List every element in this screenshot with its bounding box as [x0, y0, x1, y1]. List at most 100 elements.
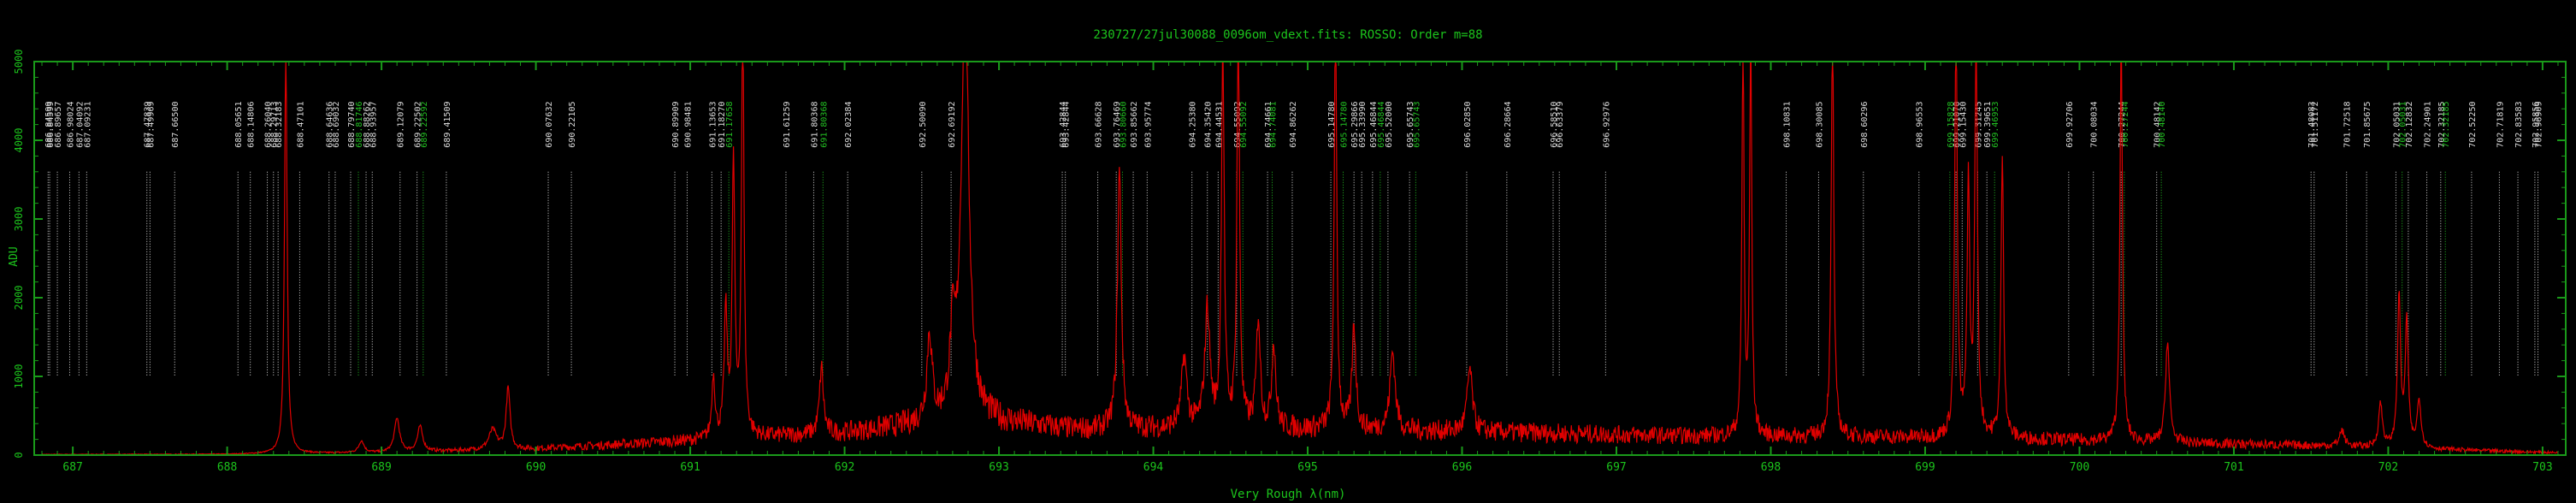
line-id-label: 695.65743 [1406, 102, 1415, 148]
x-tick-label: 691 [680, 461, 700, 474]
line-id-label: 698.96553 [1916, 102, 1925, 148]
line-id-label: 696.28664 [1504, 102, 1513, 148]
x-tick-label: 692 [835, 461, 854, 474]
line-id-label: 693.76469 [1113, 102, 1122, 148]
line-id-label: 701.48083 [2307, 102, 2317, 148]
line-id-label: 696.63379 [1556, 102, 1565, 148]
y-tick-label: 5000 [13, 50, 25, 74]
x-tick-label: 690 [526, 461, 546, 474]
line-id-label: 694.55092 [1239, 102, 1249, 148]
line-id-label: 699.15430 [1959, 102, 1968, 148]
line-id-label: 696.02850 [1463, 102, 1473, 148]
line-id-label: 692.50090 [919, 102, 928, 148]
line-id-label: 688.88262 [363, 102, 372, 148]
line-id-label: 701.85675 [2363, 102, 2372, 148]
y-tick-label: 4000 [13, 128, 25, 153]
line-id-label: 694.44531 [1214, 102, 1224, 148]
spectrum-trace [41, 61, 2558, 456]
line-id-label: 687.47839 [144, 102, 153, 148]
line-id-label: 686.98024 [67, 102, 76, 148]
line-id-label: 686.84599 [46, 102, 56, 148]
line-id-label: 694.55092 [1233, 102, 1243, 148]
line-id-label: 693.80660 [1119, 102, 1128, 148]
line-id-label: 691.80368 [819, 102, 829, 148]
line-id-label: 702.05031 [2399, 102, 2408, 148]
spectrum-layer [41, 61, 2558, 456]
x-tick-label: 694 [1143, 461, 1164, 474]
line-id-label: 686.89657 [54, 102, 63, 148]
line-id-label: 695.29866 [1350, 102, 1360, 148]
x-axis-label: Very Rough λ(nm) [1231, 488, 1346, 501]
line-id-label: 690.89909 [671, 102, 681, 148]
line-id-label: 692.02384 [844, 102, 854, 148]
line-id-label: 689.22502 [414, 102, 423, 148]
line-id-label: 695.46844 [1377, 102, 1386, 148]
line-id-label: 688.32183 [275, 102, 284, 148]
line-id-label: 702.24901 [2424, 102, 2433, 148]
line-id-label: 698.60296 [1860, 102, 1870, 148]
x-tick-label: 698 [1761, 461, 1781, 474]
line-id-label: 691.13653 [708, 102, 718, 148]
line-id-label: 702.71819 [2496, 102, 2505, 148]
line-id-label: 691.80368 [810, 102, 819, 148]
line-id-label: 694.86262 [1289, 102, 1298, 148]
line-id-label: 700.48142 [2154, 102, 2163, 148]
y-tick-label: 3000 [13, 207, 25, 232]
line-id-label: 693.42844 [1059, 102, 1068, 148]
line-id-label: 695.52000 [1385, 102, 1394, 148]
x-tick-label: 689 [371, 461, 391, 474]
line-id-label: 688.69032 [332, 102, 341, 148]
line-id-label: 696.58510 [1550, 102, 1559, 148]
x-tick-label: 701 [2224, 461, 2243, 474]
line-id-label: 698.10831 [1783, 102, 1793, 148]
line-id-label: 699.31245 [1974, 102, 1983, 148]
line-id-label: 696.92976 [1602, 102, 1611, 148]
line-id-label: 702.96909 [2535, 102, 2544, 148]
x-tick-label: 697 [1606, 461, 1626, 474]
x-tick-label: 700 [2070, 461, 2089, 474]
line-id-label: 688.26040 [264, 102, 274, 148]
line-id-label: 702.32185 [2437, 102, 2447, 148]
line-id-label: 694.25380 [1189, 102, 1198, 148]
line-id-label: 695.33990 [1358, 102, 1368, 148]
line-id-label: 688.81746 [355, 102, 364, 148]
line-id-label: 688.93957 [369, 102, 378, 148]
y-tick-label: 2000 [13, 286, 25, 311]
plot-frame [33, 61, 2567, 456]
line-id-label: 687.04092 [75, 102, 85, 148]
axis-ticks: 687 688 689 690 691 692 693 694 695 696 697 698 699 7… [13, 50, 2566, 474]
line-id-label: 690.07632 [545, 102, 554, 148]
x-tick-label: 702 [2378, 461, 2398, 474]
line-id-label: 689.12079 [397, 102, 406, 148]
line-id-label: 691.17658 [725, 102, 735, 148]
line-id-label: 701.51172 [2311, 102, 2320, 148]
line-id-label: 689.22592 [420, 102, 429, 148]
line-id-label: 688.64636 [326, 102, 335, 148]
line-id-label: 688.05651 [234, 102, 244, 148]
y-tick-label: 0 [13, 452, 25, 458]
line-id-label: 693.95774 [1143, 102, 1153, 148]
line-id-label: 687.09231 [83, 102, 92, 148]
line-id-label: 700.08034 [2090, 102, 2100, 148]
x-tick-label: 695 [1297, 461, 1317, 474]
line-id-label: 688.29713 [270, 102, 280, 148]
line-id-label: 698.30085 [1815, 102, 1824, 148]
line-id-label: 694.74081 [1269, 102, 1279, 148]
line-id-label: 690.22105 [568, 102, 577, 148]
line-id-label: 687.49969 [146, 102, 156, 148]
line-id-label: 691.61259 [783, 102, 792, 148]
line-id-label: 693.85662 [1130, 102, 1139, 148]
line-id-label: 688.79740 [347, 102, 357, 148]
line-id-label: 699.39651 [1983, 102, 1993, 148]
line-id-label: 689.41509 [443, 102, 452, 148]
line-id-label: 695.14780 [1327, 102, 1337, 148]
x-tick-label: 687 [62, 461, 82, 474]
line-id-label: 686.84599 [44, 102, 54, 148]
line-id-label: 695.46844 [1369, 102, 1379, 148]
line-id-label: 699.92706 [2065, 102, 2075, 148]
line-id-label: 699.15828 [1947, 102, 1956, 148]
line-id-label: 687.66500 [171, 102, 180, 148]
line-id-label: 702.95856 [2532, 102, 2541, 148]
